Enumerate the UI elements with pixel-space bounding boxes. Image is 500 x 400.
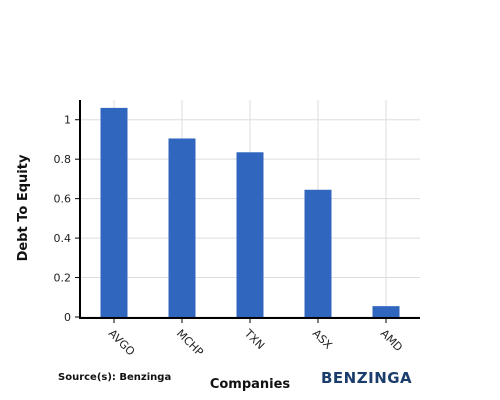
x-tick-label-txn: TXN [241, 326, 267, 352]
bar-amd [372, 306, 400, 317]
bar-mchp [168, 138, 196, 317]
x-axis-title: Companies [210, 377, 291, 392]
y-tick-label: 0.8 [54, 153, 72, 166]
y-tick-label: 0 [64, 311, 71, 324]
benzinga-logo: BENZINGA [321, 369, 412, 387]
bar-asx [304, 189, 332, 317]
y-tick-label: 0.2 [54, 272, 72, 285]
y-tick-labels: 0 0.2 0.4 0.6 0.8 1 [54, 114, 80, 324]
y-axis-title: Debt To Equity [16, 154, 31, 261]
bars [100, 107, 400, 318]
source-label: Source(s): Benzinga [58, 372, 171, 383]
x-tick-label-mchp: MCHP [174, 327, 206, 359]
bar-txn [236, 152, 264, 317]
x-tick-label-avgo: AVGO [106, 327, 138, 359]
y-tick-label: 0.6 [54, 193, 72, 206]
x-tick-label-amd: AMD [378, 327, 405, 354]
x-tick-label-asx: ASX [310, 327, 335, 352]
bar-avgo [100, 107, 128, 318]
y-tick-label: 1 [64, 114, 71, 127]
x-tick-labels: AVGO MCHP TXN ASX AMD [106, 318, 405, 359]
y-tick-label: 0.4 [54, 232, 72, 245]
